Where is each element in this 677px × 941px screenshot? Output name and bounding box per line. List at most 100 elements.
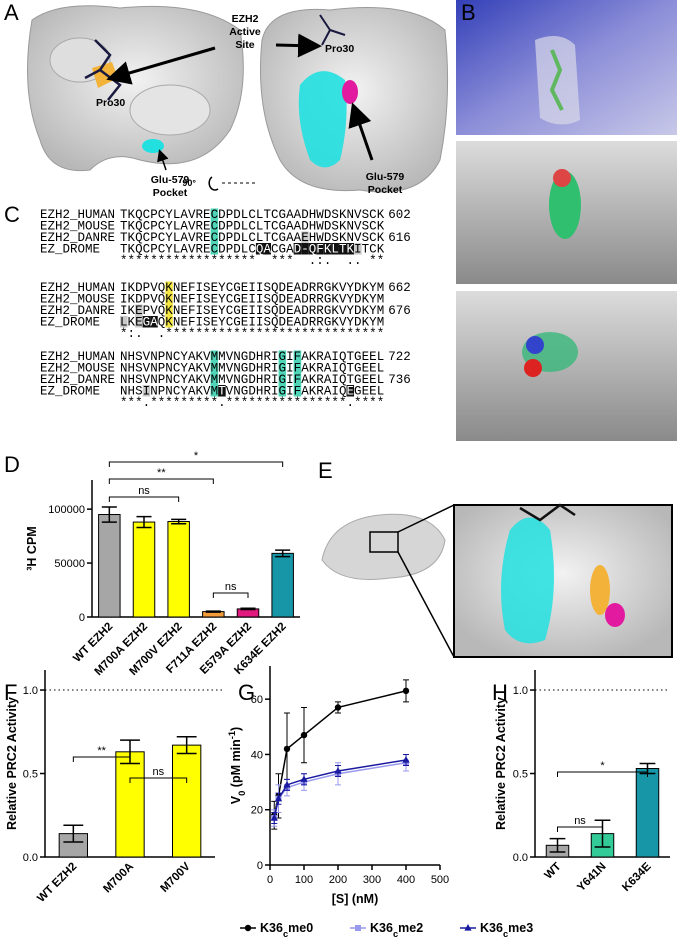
residue-highlight — [135, 316, 143, 328]
y-tick-label: 60 — [251, 694, 263, 706]
bar — [172, 744, 202, 858]
significance-bracket — [129, 777, 188, 783]
residue-highlight — [293, 373, 302, 385]
sequence-name: EZH2_MOUSE — [40, 362, 115, 376]
residue-number: 616 — [388, 231, 411, 245]
residue-highlight — [278, 350, 287, 362]
residue-number: 662 — [388, 281, 411, 295]
x-tick-label: 200 — [329, 874, 347, 886]
residue-highlight — [165, 293, 173, 305]
residue-highlight — [346, 385, 355, 397]
error-bar — [275, 549, 291, 558]
bar — [115, 751, 145, 858]
residue-highlight — [293, 243, 302, 255]
residue-highlight — [120, 316, 128, 328]
marker — [402, 687, 410, 695]
residue-highlight — [210, 385, 219, 397]
marker — [283, 780, 291, 788]
marker — [355, 925, 361, 931]
error-bar — [205, 610, 221, 613]
marker — [244, 924, 252, 932]
residue-highlight — [293, 385, 302, 397]
marker — [270, 814, 278, 821]
error-bar — [176, 736, 197, 755]
residue-highlight — [293, 362, 302, 374]
significance-bracket — [108, 461, 284, 467]
bar — [167, 521, 190, 618]
y-tick-label: 0 — [79, 612, 85, 624]
surface-left — [27, 5, 244, 172]
sequence-name: EZH2_HUMAN — [40, 350, 115, 364]
y-axis-label: ³H CPM — [25, 526, 39, 570]
sequence: NHSVNPNCYAKVMMVNGDHRIGIFAKRAIQTGEEL — [120, 373, 384, 387]
residue-highlight — [218, 385, 226, 397]
y-tick-label: 40 — [251, 749, 263, 761]
bar — [635, 768, 660, 858]
bar — [271, 552, 294, 618]
x-tick-label: Y641N — [575, 861, 608, 894]
significance-bracket — [108, 478, 214, 484]
y-tick-label: 0.5 — [513, 769, 528, 781]
residue-highlight — [308, 243, 317, 255]
y-tick-label: 20 — [251, 805, 263, 817]
y-tick-label: 50000 — [54, 558, 85, 570]
annotation: Pro30 — [325, 43, 354, 55]
residue-highlight — [278, 373, 287, 385]
panel-label: D — [4, 452, 20, 477]
panel-label: E — [318, 458, 333, 483]
significance-bracket — [212, 592, 249, 598]
panel-label: F — [4, 680, 17, 705]
residue-highlight — [142, 385, 151, 397]
error-bar — [63, 824, 84, 843]
y-tick-label: 0.0 — [513, 852, 528, 864]
x-tick-label: 500 — [431, 874, 449, 886]
annotation: Glu-579 — [151, 174, 190, 186]
significance-bracket — [72, 756, 131, 762]
sequence-name: EZ_DROME — [40, 316, 100, 330]
residue-highlight — [301, 231, 309, 243]
significance-label: * — [194, 450, 199, 462]
significance-label: ns — [138, 485, 150, 497]
residue-highlight — [346, 243, 355, 255]
panel-label: H — [492, 680, 508, 705]
y-tick-label: 100000 — [48, 504, 85, 516]
marker — [464, 924, 472, 931]
significance-label: ns — [153, 766, 165, 778]
residue-number: 602 — [388, 208, 411, 222]
residue-highlight — [210, 373, 219, 385]
marker — [300, 731, 308, 739]
sequence-name: EZ_DROME — [40, 243, 100, 257]
y-tick-label: 1.0 — [513, 685, 528, 697]
significance-label: ** — [157, 467, 166, 479]
residue-highlight — [210, 208, 219, 220]
residue-highlight — [293, 350, 302, 362]
residue-highlight — [210, 220, 219, 232]
sequence: IKDPVQKNEFISEYCGEIISQDEADRRGKVYDKYM — [120, 293, 384, 307]
sequence: NHSVNPNCYAKVMMVNGDHRIGIFAKRAIQTGEEL — [120, 362, 384, 376]
sequence-name: EZH2_HUMAN — [40, 281, 115, 295]
structure-views — [456, 0, 677, 441]
residue-highlight — [210, 243, 219, 255]
sequence: ****************** *** .:. .. ** — [120, 254, 384, 268]
x-tick-label: M700V — [159, 860, 193, 894]
series-line — [273, 759, 407, 819]
sequence: TKQCPCYLAVRECDPDLCLTCGAADHWDSKNVSCK — [120, 208, 385, 222]
y-axis-label: V0 (pM min-1) — [227, 727, 247, 804]
y-tick-label: 0.0 — [23, 852, 38, 864]
x-tick-label: WT — [542, 861, 563, 882]
legend-label: K36cme0 — [260, 921, 313, 939]
residue-highlight — [165, 281, 173, 293]
sequence: TKQCPCYLAVRECDPDLCQACGAD-QFKLTKITCK — [120, 243, 385, 257]
residue-highlight — [354, 243, 362, 255]
annotation: Glu-579 — [366, 171, 405, 183]
sequence: LKEGAQKNEFISEYCGEIISQDEADRRGKVYDKYM — [120, 316, 384, 330]
rotation-icon — [208, 176, 219, 191]
y-tick-label: 0.5 — [23, 769, 38, 781]
annotation: Active — [229, 26, 261, 38]
bar — [98, 514, 121, 618]
residue-number: 722 — [388, 350, 411, 364]
sequence-name: EZH2_DANRE — [40, 373, 115, 387]
residue-highlight — [263, 243, 271, 255]
x-tick-label: 0 — [267, 874, 273, 886]
residue-highlight — [142, 316, 151, 328]
